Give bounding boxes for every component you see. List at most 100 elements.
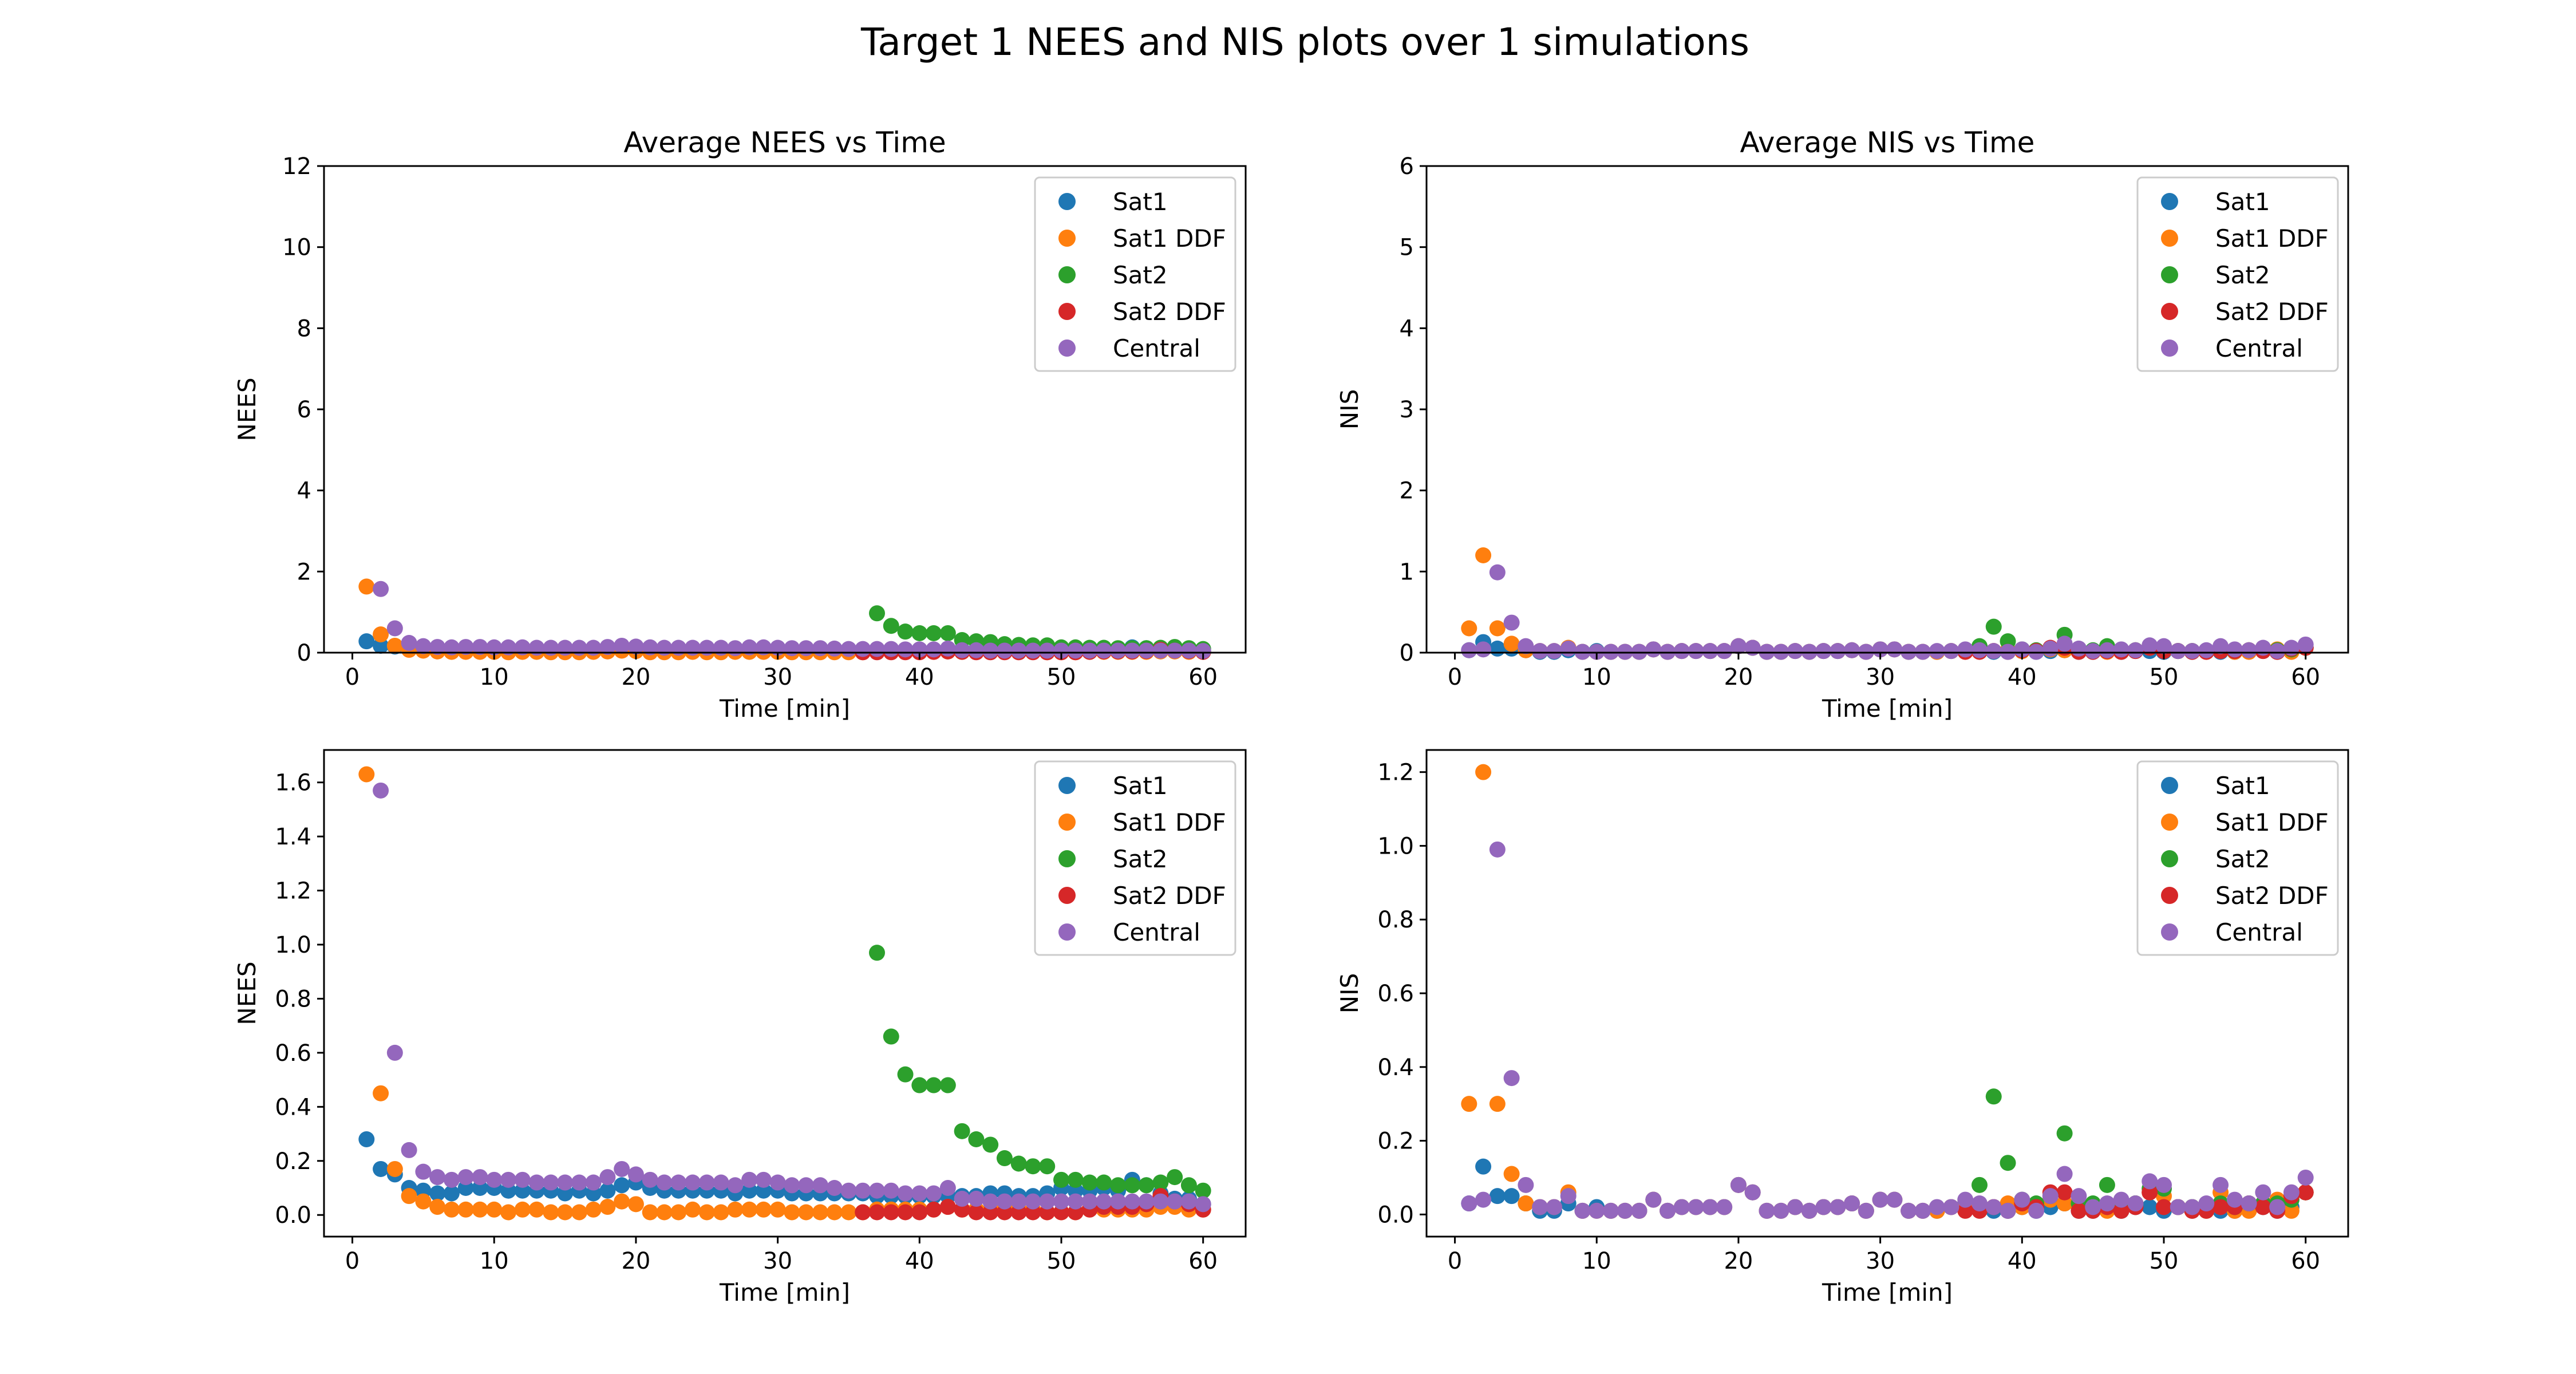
x-tick-label: 20	[1724, 664, 1753, 690]
data-point	[656, 1174, 673, 1191]
legend-marker	[1058, 814, 1076, 831]
data-point	[1645, 1191, 1662, 1208]
y-axis-label: NIS	[1336, 973, 1364, 1013]
data-point	[741, 1201, 758, 1218]
data-point	[514, 1201, 531, 1218]
data-point	[727, 640, 744, 657]
data-point	[2170, 1199, 2186, 1215]
x-tick-label: 10	[480, 1248, 509, 1274]
data-point	[1039, 642, 1056, 659]
data-point	[429, 1169, 446, 1186]
legend-label: Sat1	[2215, 772, 2270, 800]
data-point	[869, 605, 885, 622]
x-tick-label: 30	[1866, 664, 1895, 690]
y-tick-label: 0	[297, 640, 311, 666]
data-point	[457, 1169, 474, 1186]
data-point	[954, 1123, 970, 1139]
data-point	[1124, 1193, 1140, 1210]
data-point	[642, 639, 658, 656]
data-point	[1475, 547, 1492, 563]
legend-label: Central	[2215, 334, 2303, 362]
data-point	[2056, 635, 2073, 652]
data-point	[2156, 638, 2172, 654]
data-point	[2099, 1176, 2115, 1193]
data-point	[642, 1171, 658, 1188]
data-point	[769, 1201, 786, 1218]
y-tick-label: 0.0	[275, 1202, 311, 1229]
data-point	[2184, 643, 2200, 660]
y-tick-label: 0	[1400, 640, 1414, 666]
data-point	[2241, 642, 2257, 658]
data-point	[514, 639, 531, 656]
data-point	[1957, 1202, 1974, 1219]
data-point	[2269, 1199, 2286, 1215]
data-point	[2156, 1176, 2172, 1193]
data-point	[670, 1174, 687, 1191]
y-tick-label: 0.0	[1377, 1202, 1414, 1228]
data-point	[2283, 1202, 2300, 1219]
data-point	[2198, 1195, 2215, 1212]
data-point	[373, 1085, 389, 1101]
data-point	[2113, 641, 2129, 658]
data-point	[1167, 1169, 1183, 1186]
data-point	[1138, 1193, 1155, 1210]
data-point	[2297, 1184, 2314, 1201]
y-tick-label: 1.2	[275, 878, 311, 905]
legend-marker	[1058, 303, 1076, 320]
data-point	[1518, 1195, 1534, 1212]
legend-frame	[1034, 176, 1236, 372]
data-point	[869, 641, 885, 657]
data-point	[897, 641, 914, 658]
chart-title: Average NEES vs Time	[623, 126, 946, 159]
data-point	[1124, 642, 1140, 659]
data-point	[543, 1174, 559, 1191]
data-point	[2142, 1173, 2158, 1190]
data-point	[386, 637, 403, 654]
legend-label: Sat2	[1113, 261, 1168, 289]
data-point	[939, 1199, 956, 1215]
data-point	[1489, 620, 1506, 637]
data-point	[798, 1204, 815, 1221]
data-point	[1503, 1188, 1520, 1205]
data-point	[1518, 1176, 1534, 1193]
data-point	[1489, 841, 1506, 858]
legend-label: Sat1 DDF	[1113, 224, 1226, 252]
data-point	[741, 1171, 758, 1188]
data-point	[1787, 643, 1803, 660]
data-point	[897, 1185, 914, 1202]
data-point	[2269, 643, 2286, 660]
y-tick-label: 8	[297, 315, 311, 342]
data-point	[1546, 643, 1562, 660]
data-point	[1180, 1177, 1197, 1194]
legend-label: Sat2 DDF	[1113, 298, 1226, 326]
x-tick-label: 20	[621, 664, 650, 690]
data-point	[1053, 1193, 1069, 1210]
data-point	[472, 1169, 488, 1186]
y-tick-label: 1.6	[275, 770, 311, 796]
legend-marker	[1058, 887, 1076, 904]
data-point	[415, 638, 432, 654]
x-tick-label: 50	[1047, 664, 1076, 690]
data-point	[840, 641, 857, 657]
data-point	[1195, 1196, 1211, 1213]
data-point	[713, 1174, 729, 1191]
y-tick-label: 0.2	[275, 1148, 311, 1175]
data-point	[1773, 1202, 1789, 1219]
data-point	[443, 639, 460, 656]
axes-frame	[323, 749, 1247, 1238]
x-tick-label: 10	[1582, 664, 1611, 690]
data-point	[2212, 1199, 2229, 1215]
legend-marker	[2161, 923, 2178, 941]
data-point	[1110, 1177, 1127, 1194]
data-point	[1461, 620, 1477, 637]
legend-marker	[1058, 339, 1076, 357]
data-point	[2142, 1199, 2158, 1215]
legend-marker	[2161, 266, 2178, 283]
y-tick-label: 2	[1400, 478, 1414, 504]
data-point	[968, 1204, 985, 1221]
data-point	[415, 1163, 432, 1180]
data-point	[514, 1171, 531, 1188]
data-point	[2028, 1202, 2045, 1219]
data-point	[1180, 1193, 1197, 1210]
